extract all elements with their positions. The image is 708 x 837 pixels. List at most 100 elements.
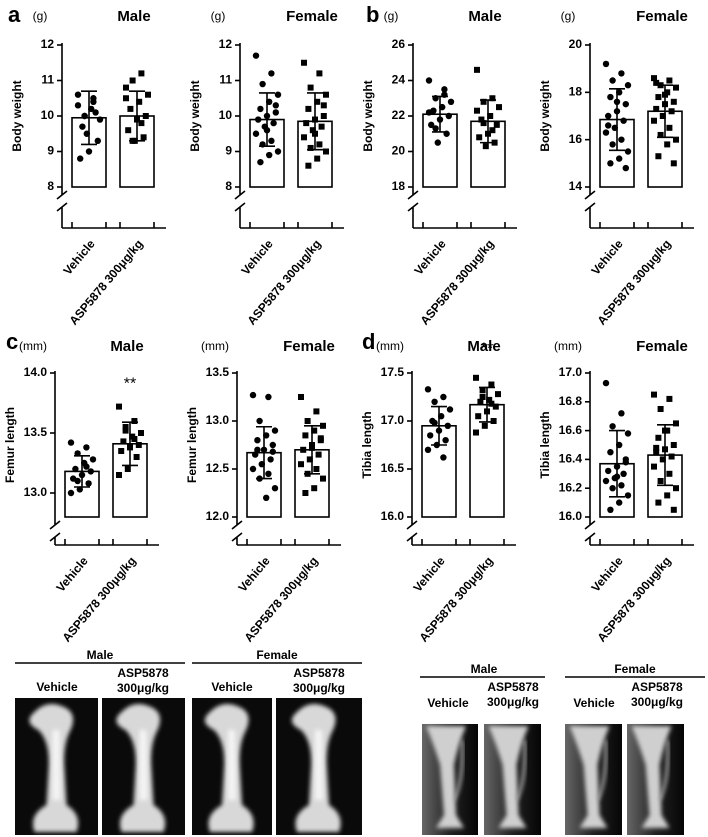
data-point <box>67 439 75 446</box>
y-axis <box>407 43 419 228</box>
tibia-bone <box>426 726 466 828</box>
y-tick-label: 22 <box>392 108 406 122</box>
y-axis-label: Body weight <box>538 80 552 151</box>
data-point <box>476 134 483 141</box>
x-tick-label: Vehicle <box>53 554 91 595</box>
data-point <box>302 432 309 439</box>
data-point <box>666 124 673 131</box>
x-tick-label: Vehicle <box>235 554 273 595</box>
data-point <box>489 95 496 102</box>
data-point <box>489 127 496 134</box>
data-point <box>298 461 304 468</box>
data-point <box>613 463 621 470</box>
data-point <box>605 467 612 475</box>
data-point <box>271 485 279 492</box>
y-tick-label: 16 <box>569 132 583 146</box>
data-point <box>304 418 311 424</box>
data-point <box>309 127 316 134</box>
fibula <box>658 739 670 801</box>
data-point <box>249 391 257 399</box>
data-point <box>447 98 455 106</box>
data-point <box>314 98 321 105</box>
y-axis <box>231 371 243 545</box>
y-tick-label: 12.5 <box>206 461 230 475</box>
data-point <box>254 446 261 453</box>
data-point <box>438 413 445 420</box>
data-point <box>263 432 270 439</box>
x-tick-label: Vehicle <box>410 554 448 595</box>
data-point <box>116 472 122 478</box>
y-tick-label: 12 <box>219 37 233 51</box>
x-tick-label: Vehicle <box>238 237 276 278</box>
data-point <box>92 109 99 116</box>
data-point <box>266 98 273 106</box>
error-bar <box>657 424 673 487</box>
y-tick-label: 16.5 <box>381 461 405 475</box>
data-point <box>446 406 454 413</box>
chart-title: Male <box>467 338 500 355</box>
y-tick-label: 9 <box>47 144 54 158</box>
data-point <box>323 148 329 155</box>
data-point <box>657 406 664 412</box>
data-point <box>136 98 143 105</box>
data-point <box>87 468 95 475</box>
data-point <box>492 403 499 410</box>
data-point <box>477 398 484 405</box>
data-point <box>618 136 625 143</box>
column-label: Vehicle <box>573 696 615 710</box>
data-point <box>129 77 136 84</box>
data-point <box>257 105 264 113</box>
data-point <box>254 437 261 444</box>
data-point <box>427 432 434 439</box>
data-point <box>90 98 97 106</box>
data-point <box>616 89 623 96</box>
data-point <box>484 408 490 415</box>
chart-title: Female <box>636 8 688 25</box>
y-tick-label: 16.6 <box>559 423 583 437</box>
column-label: 300μg/kg <box>631 695 683 709</box>
y-tick-label: 24 <box>392 73 406 87</box>
data-point <box>613 98 621 106</box>
data-point <box>79 123 86 130</box>
data-point <box>74 477 81 485</box>
y-tick-label: 14 <box>569 179 583 193</box>
data-point <box>496 104 502 111</box>
x-tick-label: Vehicle <box>588 237 626 278</box>
panel-label: b <box>366 2 379 27</box>
data-point <box>259 141 266 148</box>
y-tick-label: 13.0 <box>206 413 230 427</box>
column-label: ASP5878 <box>117 666 169 680</box>
data-point <box>252 130 260 137</box>
data-point <box>272 109 279 116</box>
data-point <box>622 164 629 172</box>
y-tick-label: 13.5 <box>206 365 230 379</box>
data-point <box>81 112 88 120</box>
data-point <box>267 456 274 463</box>
data-point <box>609 77 616 84</box>
data-point <box>74 102 82 109</box>
data-point <box>83 463 90 470</box>
data-point <box>609 141 616 148</box>
data-point <box>312 116 318 123</box>
data-point <box>320 422 326 429</box>
data-point <box>96 116 104 123</box>
data-point <box>434 139 441 146</box>
unit-label: (g) <box>561 9 576 23</box>
data-point <box>439 103 446 111</box>
y-axis-label: Body weight <box>10 80 24 151</box>
data-point <box>263 494 270 501</box>
data-point <box>655 153 662 160</box>
data-point <box>315 451 322 458</box>
data-point <box>313 466 320 472</box>
panel-label: d <box>362 329 375 354</box>
data-point <box>651 75 657 82</box>
data-point <box>651 391 657 398</box>
data-point <box>83 444 90 451</box>
data-point <box>618 410 625 417</box>
data-point <box>478 116 485 123</box>
y-tick-label: 10 <box>41 108 55 122</box>
data-point <box>670 160 677 167</box>
data-point <box>431 398 438 405</box>
chart-title: Female <box>286 8 338 25</box>
